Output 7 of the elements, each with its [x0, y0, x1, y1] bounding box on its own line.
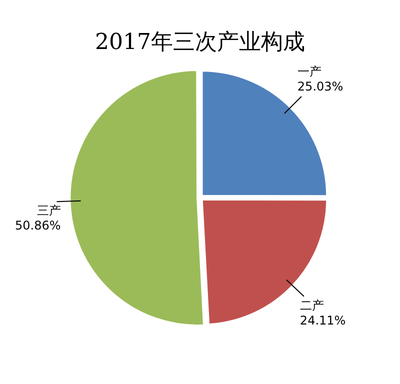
- chart-title: 2017年三次产业构成: [95, 30, 305, 55]
- data-label: 24.11%: [300, 313, 346, 328]
- slice-label: 三产: [36, 204, 61, 218]
- slice-label: 二产: [300, 298, 324, 312]
- data-label: 50.86%: [14, 218, 61, 233]
- slice-label: 一产: [297, 64, 322, 79]
- data-label: 25.03%: [297, 80, 344, 94]
